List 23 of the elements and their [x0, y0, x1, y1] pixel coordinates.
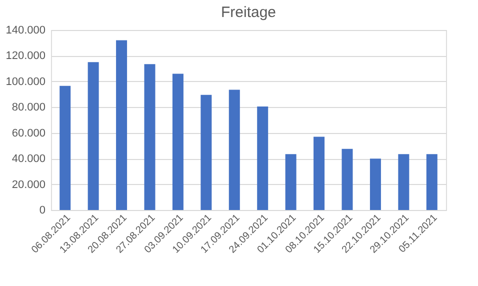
bar [60, 86, 71, 210]
bar [228, 90, 240, 210]
y-tick-label: 80.000 [12, 102, 46, 114]
bar [285, 154, 296, 210]
bar [398, 154, 410, 210]
bar [314, 136, 325, 210]
bar [426, 154, 438, 210]
y-tick-label: 60.000 [12, 127, 46, 140]
bar [144, 64, 156, 210]
y-tick-label: 0 [39, 204, 46, 216]
bar [200, 94, 212, 210]
bar [116, 40, 128, 210]
bar [370, 158, 381, 210]
bar [342, 148, 353, 210]
y-tick-label: 120.000 [6, 50, 46, 62]
bar [88, 62, 99, 210]
y-tick-label: 140.000 [6, 24, 46, 36]
chart-title: Freitage [220, 4, 276, 21]
y-tick-label: 20.000 [12, 178, 46, 191]
y-tick-label: 40.000 [12, 153, 46, 166]
bar [257, 106, 268, 210]
bar [172, 74, 184, 210]
y-tick-label: 100.000 [6, 76, 46, 88]
